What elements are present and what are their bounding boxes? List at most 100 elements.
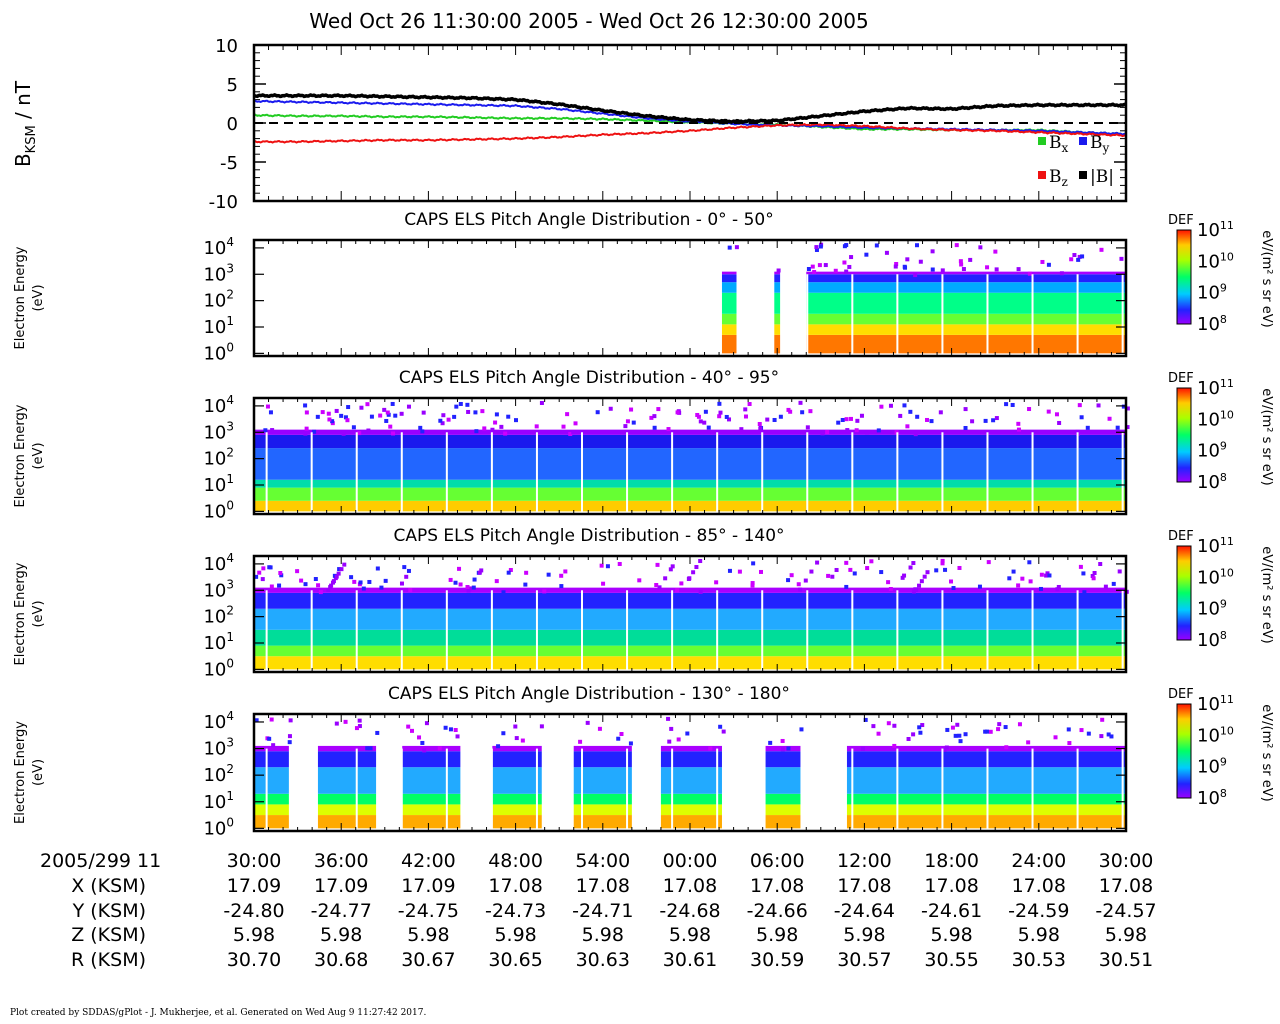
spectrogram-speckle: [874, 243, 879, 248]
ephemeris-cell: 18:00: [924, 850, 979, 872]
spectrogram-speckle: [452, 414, 457, 419]
spectrogram-speckle: [757, 421, 762, 426]
panel-title: CAPS ELS Pitch Angle Distribution - 0° -…: [404, 210, 773, 230]
spectrogram-speckle: [913, 587, 918, 592]
energy-tick-label: 101: [203, 472, 234, 496]
spectrogram-speckle: [271, 743, 276, 748]
spectrogram-speckle: [840, 418, 845, 423]
spectrogram-speckle: [844, 269, 849, 274]
spectrogram-speckle: [847, 264, 852, 269]
panel-title: CAPS ELS Pitch Angle Distribution - 85° …: [393, 526, 784, 546]
spectrogram-speckle: [892, 743, 897, 748]
spectrogram-band: [402, 804, 461, 816]
data-gap-stripe: [400, 274, 403, 356]
ephemeris-row-label: X (KSM): [71, 875, 146, 897]
spectrogram-speckle: [514, 418, 519, 423]
spectrogram-speckle: [925, 570, 930, 575]
spectrogram-speckle: [758, 569, 763, 574]
spectrogram-speckle: [422, 748, 427, 753]
bfield-ytick-label: 5: [227, 75, 238, 96]
spectrogram-speckle: [798, 587, 803, 592]
spectrogram-band: [402, 815, 461, 829]
spectrogram-band: [765, 767, 801, 794]
data-gap-stripe: [490, 274, 493, 356]
spectrogram-band: [254, 645, 1126, 657]
data-gap-stripe: [1121, 274, 1124, 356]
spectrogram-band: [254, 434, 1126, 449]
spectrogram-band: [402, 767, 461, 794]
spectrogram-speckle: [1091, 576, 1096, 581]
spectrogram-speckle: [961, 267, 966, 272]
energy-axis-label: Electron Energy (eV): [13, 562, 46, 665]
spectrogram-speckle: [369, 414, 374, 419]
spectrogram-speckle: [1046, 409, 1051, 414]
spectrogram-speckle: [994, 416, 999, 421]
data-gap-stripe: [355, 748, 358, 831]
spectrogram-speckle: [453, 728, 458, 733]
ephemeris-cell: 5.98: [669, 924, 711, 946]
spectrogram-speckle: [303, 582, 308, 587]
spectrogram-speckle: [365, 402, 370, 407]
spectrogram-speckle: [670, 564, 675, 569]
spectrogram-speckle: [920, 723, 925, 728]
spectrogram-speckle: [834, 567, 839, 572]
spectrogram-speckle: [780, 738, 785, 743]
spectrogram-speckle: [568, 432, 573, 437]
spectrogram-speckle: [708, 746, 713, 751]
data-gap-stripe: [626, 432, 629, 514]
spectrogram-speckle: [585, 720, 590, 725]
spectrogram-speckle: [848, 416, 853, 421]
spectrogram-speckle: [892, 723, 897, 728]
data-gap-stripe: [535, 748, 538, 831]
data-gap-stripe: [1031, 748, 1034, 831]
spectrogram-band: [721, 274, 737, 283]
ephemeris-row-label: Z (KSM): [71, 924, 146, 946]
spectrogram-speckle: [619, 731, 624, 736]
ephemeris-cell: 5.98: [494, 924, 536, 946]
ephemeris-cell: 30.61: [663, 949, 717, 971]
data-gap-stripe: [1121, 590, 1124, 672]
series-line-bmag: [253, 93, 1128, 124]
spectrogram-speckle: [695, 412, 700, 417]
spectrogram-speckle: [903, 265, 908, 270]
spectrogram-speckle: [421, 410, 426, 415]
spectrogram-band: [721, 282, 737, 293]
spectrogram-band: [254, 804, 289, 816]
energy-axis-label: Electron Energy (eV): [13, 246, 46, 349]
spectrogram-panel: CAPS ELS Pitch Angle Distribution - 40° …: [13, 368, 1274, 522]
spectrogram-speckle: [1098, 562, 1103, 567]
spectrogram-speckle: [334, 721, 339, 726]
spectrogram-speckle: [254, 718, 259, 723]
spectrogram-speckle: [911, 732, 916, 737]
colorbar-tick-label: 1010: [1197, 724, 1234, 746]
spectrogram-speckle: [800, 410, 805, 415]
spectrogram-band: [254, 448, 1126, 480]
spectrogram-speckle: [983, 418, 988, 423]
spectrogram-speckle: [379, 585, 384, 590]
spectrogram-speckle: [474, 429, 479, 434]
spectrogram-speckle: [1082, 590, 1087, 595]
data-gap-stripe: [1031, 590, 1034, 672]
spectrogram-speckle: [649, 415, 654, 420]
spectrogram-band: [806, 334, 1126, 354]
spectrogram-speckle: [466, 409, 471, 414]
spectrogram-speckle: [327, 417, 332, 422]
ephemeris-cell: 30.63: [576, 949, 630, 971]
spectrogram-speckle: [938, 410, 943, 415]
spectrogram-speckle: [652, 414, 657, 419]
ephemeris-cell: -24.66: [747, 900, 808, 922]
data-gap-stripe: [896, 748, 899, 831]
ephemeris-cell: 30.55: [924, 949, 978, 971]
spectrogram-speckle: [441, 413, 446, 418]
spectrogram-speckle: [1081, 571, 1086, 576]
spectrogram-band: [254, 487, 1126, 501]
spectrogram-speckle: [287, 734, 292, 739]
spectrogram-speckle: [983, 729, 988, 734]
spectrogram-speckle: [863, 717, 868, 722]
spectrogram-speckle: [943, 567, 948, 572]
spectrogram-speckle: [751, 561, 756, 566]
spectrogram-speckle: [1056, 584, 1061, 589]
data-gap-stripe: [1121, 748, 1124, 831]
data-gap-stripe: [1076, 748, 1079, 831]
